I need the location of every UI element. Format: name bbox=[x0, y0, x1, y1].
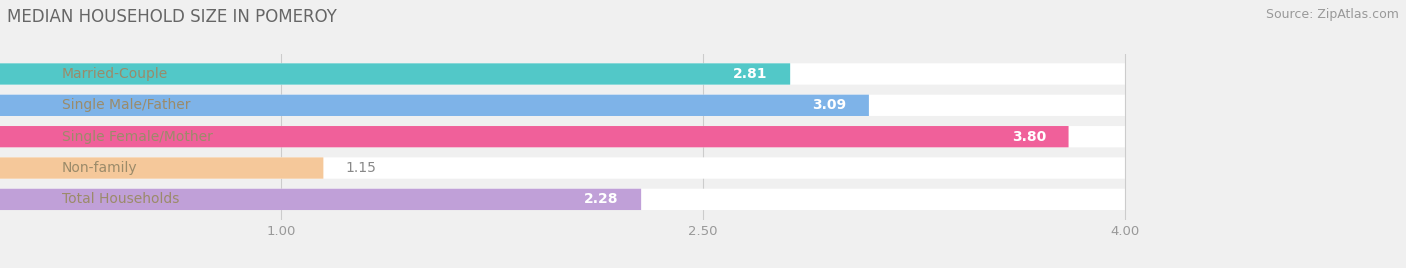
Text: 2.81: 2.81 bbox=[733, 67, 768, 81]
FancyBboxPatch shape bbox=[0, 189, 641, 210]
FancyBboxPatch shape bbox=[0, 63, 790, 85]
Text: MEDIAN HOUSEHOLD SIZE IN POMEROY: MEDIAN HOUSEHOLD SIZE IN POMEROY bbox=[7, 8, 337, 26]
Text: Single Female/Mother: Single Female/Mother bbox=[62, 130, 212, 144]
FancyBboxPatch shape bbox=[0, 189, 1125, 210]
Text: 3.09: 3.09 bbox=[813, 98, 846, 112]
FancyBboxPatch shape bbox=[0, 157, 323, 179]
FancyBboxPatch shape bbox=[0, 157, 1125, 179]
Text: 1.15: 1.15 bbox=[346, 161, 377, 175]
FancyBboxPatch shape bbox=[0, 63, 1125, 85]
FancyBboxPatch shape bbox=[0, 95, 1125, 116]
FancyBboxPatch shape bbox=[0, 126, 1069, 147]
Text: 3.80: 3.80 bbox=[1012, 130, 1046, 144]
Text: Non-family: Non-family bbox=[62, 161, 138, 175]
Text: Single Male/Father: Single Male/Father bbox=[62, 98, 190, 112]
Text: Source: ZipAtlas.com: Source: ZipAtlas.com bbox=[1265, 8, 1399, 21]
FancyBboxPatch shape bbox=[0, 95, 869, 116]
Text: Married-Couple: Married-Couple bbox=[62, 67, 169, 81]
Text: Total Households: Total Households bbox=[62, 192, 179, 206]
FancyBboxPatch shape bbox=[0, 126, 1125, 147]
Text: 2.28: 2.28 bbox=[583, 192, 619, 206]
